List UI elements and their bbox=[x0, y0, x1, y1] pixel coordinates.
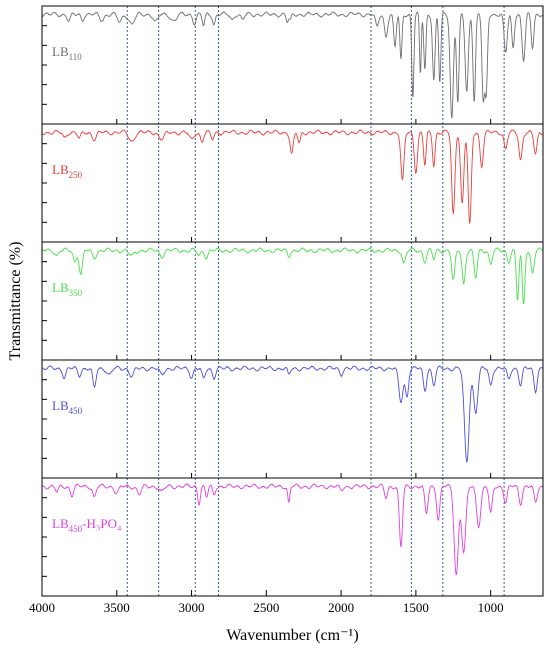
spectrum-line bbox=[42, 129, 543, 224]
panel-label: LB450 bbox=[52, 398, 83, 416]
spectra-panels: LB110 LB250 LB350 LB450 LB450-H₃PO₄ bbox=[41, 11, 544, 577]
x-tick-label: 1000 bbox=[478, 600, 504, 615]
panel-1: LB110 bbox=[41, 11, 544, 119]
reference-lines bbox=[126, 6, 505, 596]
panel-2: LB250 bbox=[42, 123, 543, 224]
panel-4: LB450 bbox=[41, 359, 543, 464]
spectrum-line bbox=[41, 247, 544, 305]
spectrum-line bbox=[41, 365, 543, 464]
panel-label: LB250 bbox=[52, 162, 83, 180]
spectrum-line bbox=[41, 483, 544, 576]
panel-label: LB350 bbox=[52, 280, 83, 298]
x-tick-label: 2000 bbox=[328, 600, 354, 615]
plot-border bbox=[41, 5, 544, 597]
x-tick-label: 2500 bbox=[253, 600, 279, 615]
y-axis-title: Transmittance (%) bbox=[7, 242, 24, 361]
plot-frame bbox=[41, 5, 544, 597]
panel-label: LB450-H₃PO₄ bbox=[52, 516, 122, 534]
panel-3: LB350 bbox=[41, 241, 544, 341]
spectrum-line bbox=[41, 11, 544, 119]
x-tick-label: 4000 bbox=[29, 600, 55, 615]
x-axis-title: Wavenumber (cm⁻¹) bbox=[226, 627, 358, 644]
x-tick-label: 3500 bbox=[104, 600, 130, 615]
x-tick-label: 1500 bbox=[403, 600, 429, 615]
x-axis: 4000 3500 3000 2500 2000 1500 1000 bbox=[29, 119, 504, 615]
panel-5: LB450-H₃PO₄ bbox=[41, 477, 544, 577]
x-tick-label: 3000 bbox=[179, 600, 205, 615]
panel-label: LB110 bbox=[52, 44, 82, 62]
